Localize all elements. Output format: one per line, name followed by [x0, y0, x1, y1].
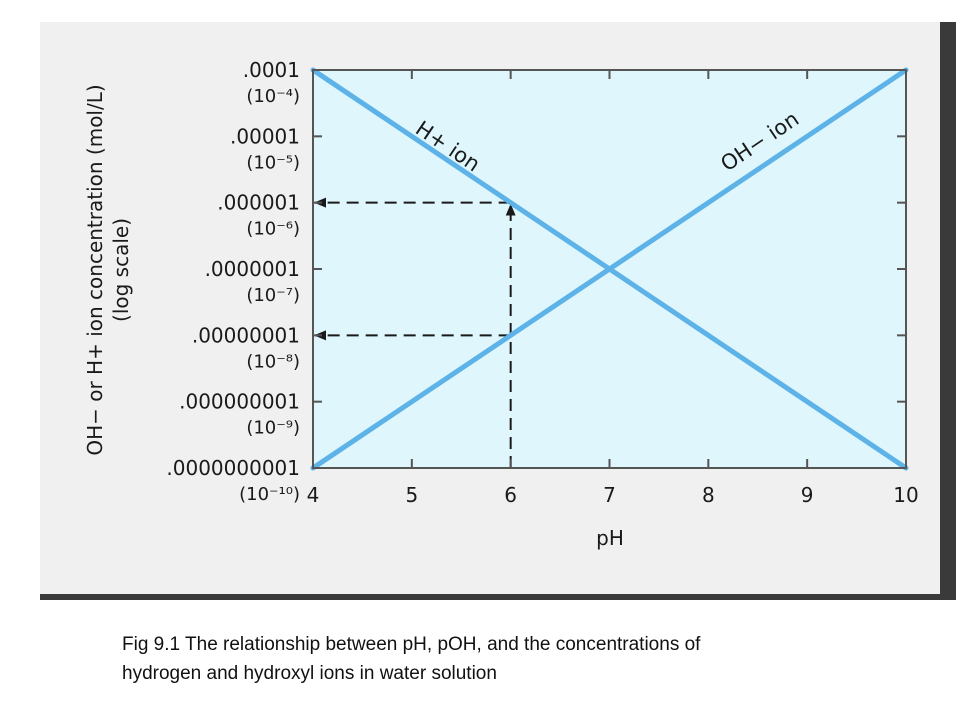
caption-line-2: hydrogen and hydroxyl ions in water solu…: [122, 663, 497, 684]
y-tick-label: .0000000001: [166, 456, 300, 480]
y-tick-label: .00000001: [192, 323, 300, 347]
y-tick-sublabel: (10⁻⁹): [246, 418, 300, 439]
y-tick-sublabel: (10⁻⁷): [246, 285, 300, 306]
x-tick-label: 10: [893, 483, 918, 507]
y-tick-sublabel: (10⁻⁶): [246, 219, 300, 240]
series-line-oh-ion: [310, 67, 909, 471]
y-axis-subtitle: (log scale): [109, 218, 133, 322]
x-tick-label: 8: [702, 483, 715, 507]
y-tick-sublabel: (10⁻⁵): [246, 152, 300, 173]
x-tick-label: 4: [307, 483, 320, 507]
y-tick-label: .000001: [217, 191, 300, 215]
x-tick-label: 5: [405, 483, 418, 507]
panel-shadow-bottom: [40, 594, 956, 600]
annotations-layer: [314, 197, 516, 468]
y-tick-label: .00001: [230, 124, 300, 148]
axis-layer: 4 5 6 7 8 9 10 .0001 (10⁻⁴) .00001 (10⁻⁵) .000001 (1…: [166, 58, 918, 507]
x-axis-title: pH: [596, 526, 624, 550]
x-tick-label: 9: [801, 483, 814, 507]
caption-line-1: Fig 9.1 The relationship between pH, pOH…: [122, 634, 701, 655]
series-layer: [310, 67, 909, 471]
figure-caption: Fig 9.1 The relationship between pH, pOH…: [122, 630, 882, 688]
y-tick-label: .000000001: [179, 390, 300, 414]
y-tick-label: .0000001: [205, 257, 300, 281]
y-tick-sublabel: (10⁻⁸): [246, 351, 300, 372]
x-tick-label: 6: [504, 483, 517, 507]
y-tick-label: .0001: [243, 58, 300, 82]
x-tick-label: 7: [603, 483, 616, 507]
y-axis-title: OH− or H+ ion concentration (mol/L): [83, 84, 107, 455]
y-tick-sublabel: (10⁻⁴): [246, 86, 300, 107]
panel-shadow-right: [940, 22, 956, 600]
y-tick-sublabel: (10⁻¹⁰): [239, 484, 300, 505]
